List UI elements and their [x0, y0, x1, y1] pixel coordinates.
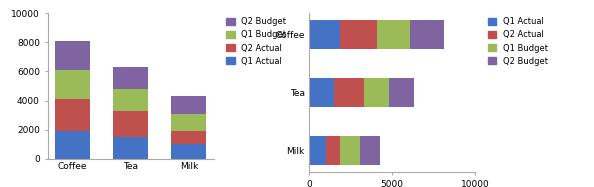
Bar [361, 136, 380, 165]
Bar [364, 78, 388, 107]
Legend: Q1 Actual, Q2 Actual, Q1 Budget, Q2 Budget: Q1 Actual, Q2 Actual, Q1 Budget, Q2 Budg… [488, 17, 548, 66]
Bar [172, 131, 206, 144]
Bar [113, 111, 148, 137]
Bar [172, 114, 206, 131]
Bar [326, 136, 340, 165]
Bar [340, 20, 377, 49]
Bar [172, 96, 206, 114]
Bar [55, 131, 90, 159]
Bar [55, 99, 90, 131]
Bar [172, 144, 206, 159]
Bar [309, 78, 334, 107]
Legend: Q2 Budget, Q1 Budget, Q2 Actual, Q1 Actual: Q2 Budget, Q1 Budget, Q2 Actual, Q1 Actu… [226, 17, 286, 66]
Bar [309, 136, 326, 165]
Bar [113, 137, 148, 159]
Bar [113, 67, 148, 89]
Bar [388, 78, 413, 107]
Bar [113, 89, 148, 111]
Bar [334, 78, 364, 107]
Bar [340, 136, 361, 165]
Bar [309, 20, 340, 49]
Bar [377, 20, 410, 49]
Bar [55, 41, 90, 70]
Bar [410, 20, 444, 49]
Bar [55, 70, 90, 99]
